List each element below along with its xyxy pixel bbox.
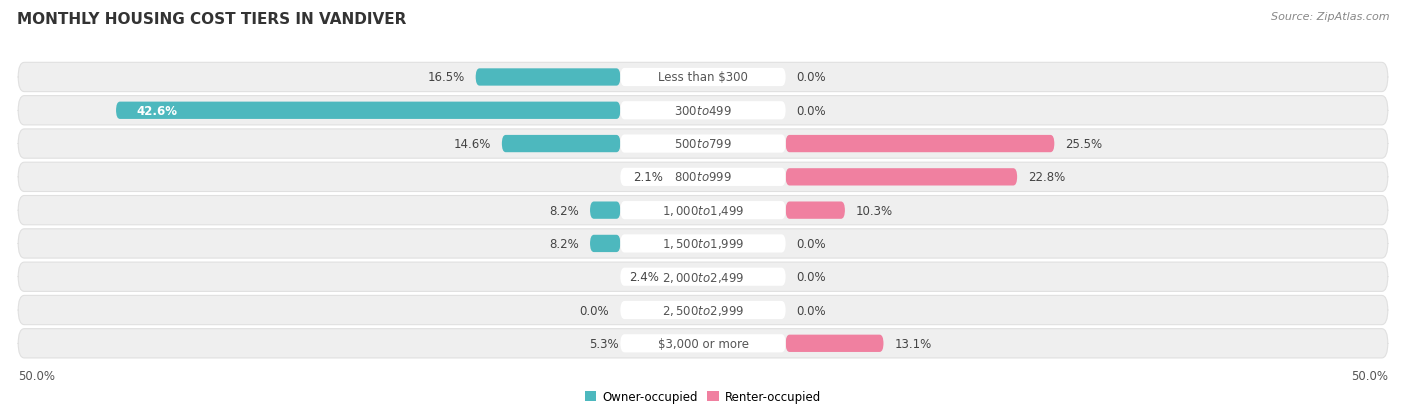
Text: 2.4%: 2.4% [628,271,659,284]
FancyBboxPatch shape [18,163,1388,192]
Text: Source: ZipAtlas.com: Source: ZipAtlas.com [1271,12,1389,22]
FancyBboxPatch shape [620,102,786,120]
Text: $2,000 to $2,499: $2,000 to $2,499 [662,270,744,284]
Text: 5.3%: 5.3% [589,337,619,350]
FancyBboxPatch shape [620,301,786,319]
Text: 10.3%: 10.3% [856,204,893,217]
Text: 8.2%: 8.2% [550,237,579,250]
Text: 25.5%: 25.5% [1066,138,1102,151]
FancyBboxPatch shape [620,335,786,353]
Text: 50.0%: 50.0% [1351,369,1388,382]
FancyBboxPatch shape [620,202,786,220]
FancyBboxPatch shape [620,135,786,153]
FancyBboxPatch shape [620,268,786,286]
Text: 0.0%: 0.0% [797,71,827,84]
FancyBboxPatch shape [18,96,1388,126]
Text: MONTHLY HOUSING COST TIERS IN VANDIVER: MONTHLY HOUSING COST TIERS IN VANDIVER [17,12,406,27]
FancyBboxPatch shape [117,102,620,120]
FancyBboxPatch shape [620,235,786,253]
Text: 0.0%: 0.0% [579,304,609,317]
Text: 0.0%: 0.0% [797,304,827,317]
Text: 0.0%: 0.0% [797,237,827,250]
FancyBboxPatch shape [18,229,1388,259]
FancyBboxPatch shape [502,135,620,153]
FancyBboxPatch shape [786,169,1017,186]
FancyBboxPatch shape [620,169,786,187]
Text: 0.0%: 0.0% [797,104,827,117]
FancyBboxPatch shape [786,135,1054,153]
Text: $800 to $999: $800 to $999 [673,171,733,184]
Text: $2,500 to $2,999: $2,500 to $2,999 [662,303,744,317]
Text: 50.0%: 50.0% [18,369,55,382]
Text: 14.6%: 14.6% [453,138,491,151]
FancyBboxPatch shape [18,329,1388,358]
FancyBboxPatch shape [18,63,1388,93]
FancyBboxPatch shape [786,202,845,219]
Text: Less than $300: Less than $300 [658,71,748,84]
Text: 0.0%: 0.0% [797,271,827,284]
FancyBboxPatch shape [786,335,883,352]
Text: 8.2%: 8.2% [550,204,579,217]
Text: $1,000 to $1,499: $1,000 to $1,499 [662,204,744,218]
Text: $300 to $499: $300 to $499 [673,104,733,117]
Legend: Owner-occupied, Renter-occupied: Owner-occupied, Renter-occupied [579,385,827,408]
FancyBboxPatch shape [18,262,1388,292]
Text: 2.1%: 2.1% [633,171,664,184]
Text: 13.1%: 13.1% [894,337,932,350]
FancyBboxPatch shape [18,296,1388,325]
FancyBboxPatch shape [475,69,620,86]
Text: 42.6%: 42.6% [136,104,177,117]
Text: $500 to $799: $500 to $799 [673,138,733,151]
Text: $1,500 to $1,999: $1,500 to $1,999 [662,237,744,251]
Text: $3,000 or more: $3,000 or more [658,337,748,350]
FancyBboxPatch shape [18,130,1388,159]
FancyBboxPatch shape [591,202,620,219]
FancyBboxPatch shape [591,235,620,252]
Text: 16.5%: 16.5% [427,71,464,84]
FancyBboxPatch shape [18,196,1388,225]
Text: 22.8%: 22.8% [1028,171,1066,184]
FancyBboxPatch shape [620,69,786,87]
